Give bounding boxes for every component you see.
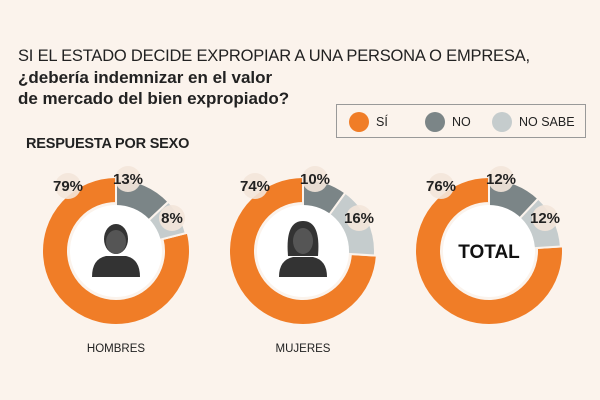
legend-swatch-si	[349, 112, 369, 132]
label-badge-si-1	[242, 173, 268, 199]
legend: SÍ NO NO SABE	[336, 104, 586, 138]
chart-name-0: HOMBRES	[87, 343, 145, 355]
chart-title: SI EL ESTADO DECIDE EXPROPIAR A UNA PERS…	[18, 46, 538, 109]
data-label-si-1: 74%	[240, 178, 270, 195]
legend-swatch-no-sabe	[492, 112, 512, 132]
legend-label-no: NO	[452, 115, 471, 129]
slice-si-0	[41, 175, 191, 326]
slice-si-2	[414, 175, 564, 326]
chart-name-1: MUJERES	[276, 343, 331, 355]
data-label-no-2: 12%	[486, 171, 516, 188]
slice-si-1	[228, 175, 378, 326]
label-badge-no-sabe-0	[159, 205, 185, 231]
woman-icon	[279, 221, 327, 277]
data-label-no-0: 13%	[113, 171, 143, 188]
title-line-3: de mercado del bien expropiado?	[18, 89, 290, 108]
title-line-1: SI EL ESTADO DECIDE EXPROPIAR A UNA PERS…	[18, 47, 530, 65]
legend-swatch-no	[425, 112, 445, 132]
title-line-2: ¿debería indemnizar en el valor	[18, 68, 273, 87]
legend-label-si: SÍ	[376, 115, 388, 129]
data-label-no-sabe-1: 16%	[344, 210, 374, 227]
data-label-no-1: 10%	[300, 171, 330, 188]
label-badge-no-2	[488, 166, 514, 192]
label-badge-no-0	[115, 166, 141, 192]
label-badge-si-0	[55, 173, 81, 199]
donut-center-2	[443, 205, 535, 297]
data-label-si-2: 76%	[426, 178, 456, 195]
label-badge-no-sabe-2	[532, 205, 558, 231]
subtitle: RESPUESTA POR SEXO	[26, 136, 190, 152]
man-icon	[92, 224, 140, 277]
data-label-no-sabe-0: 8%	[161, 210, 183, 227]
legend-label-no-sabe: NO SABE	[519, 115, 575, 129]
total-center-label: TOTAL	[458, 242, 520, 263]
label-badge-no-1	[302, 166, 328, 192]
data-label-no-sabe-2: 12%	[530, 210, 560, 227]
data-label-si-0: 79%	[53, 178, 83, 195]
label-badge-si-2	[428, 173, 454, 199]
label-badge-no-sabe-1	[346, 205, 372, 231]
